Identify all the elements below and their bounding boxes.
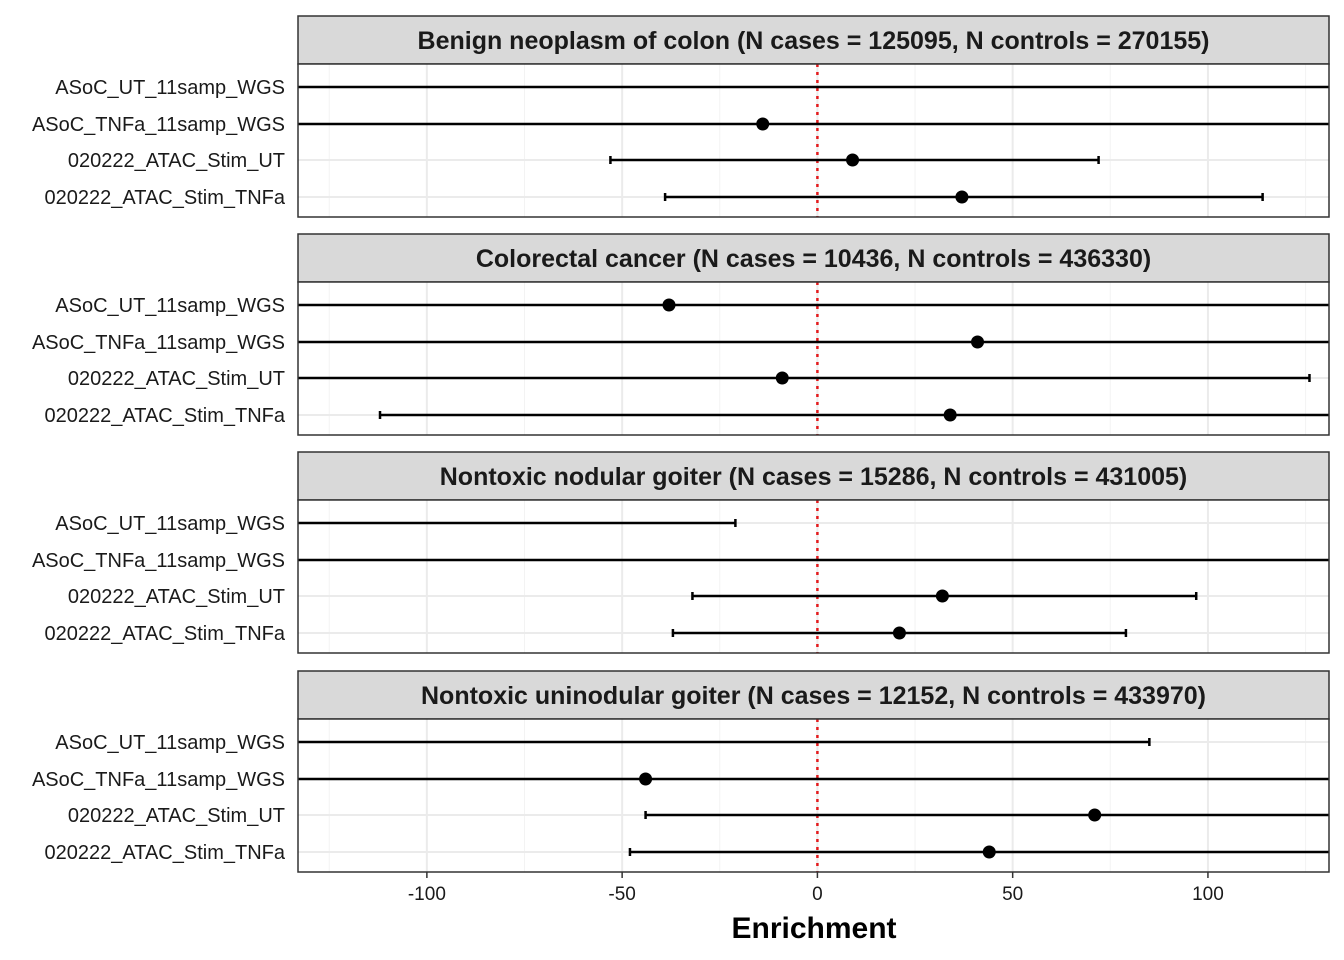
row-label: 020222_ATAC_Stim_UT xyxy=(68,368,285,390)
row-label: 020222_ATAC_Stim_UT xyxy=(68,150,285,172)
panel-strip xyxy=(297,15,1330,65)
row-label: ASoC_TNFa_11samp_WGS xyxy=(32,550,285,572)
point-estimate xyxy=(943,408,957,422)
panel-strip xyxy=(297,670,1330,720)
panel-border xyxy=(297,718,1330,873)
panel-border xyxy=(297,499,1330,654)
row-label: 020222_ATAC_Stim_TNFa xyxy=(45,623,286,645)
x-tick-label: 0 xyxy=(812,884,823,905)
x-axis-title: Enrichment xyxy=(731,912,896,945)
panel-1: Benign neoplasm of colon (N cases = 1250… xyxy=(32,15,1330,218)
point-estimate xyxy=(756,117,770,131)
row-label: ASoC_UT_11samp_WGS xyxy=(55,77,285,99)
row-label: ASoC_TNFa_11samp_WGS xyxy=(32,769,285,791)
panel-3: Nontoxic nodular goiter (N cases = 15286… xyxy=(32,451,1330,654)
row-label: ASoC_UT_11samp_WGS xyxy=(55,295,285,317)
point-estimate xyxy=(1088,808,1102,822)
row-label: 020222_ATAC_Stim_TNFa xyxy=(45,842,286,864)
point-estimate xyxy=(982,845,996,859)
panel-title: Nontoxic nodular goiter (N cases = 15286… xyxy=(440,463,1188,491)
x-tick-label: 100 xyxy=(1192,884,1224,905)
panels-layer: Benign neoplasm of colon (N cases = 1250… xyxy=(32,15,1330,873)
point-estimate xyxy=(775,371,789,385)
panel-strip xyxy=(297,451,1330,501)
row-label: 020222_ATAC_Stim_UT xyxy=(68,805,285,827)
row-label: ASoC_TNFa_11samp_WGS xyxy=(32,114,285,136)
row-label: 020222_ATAC_Stim_TNFa xyxy=(45,187,286,209)
panel-title: Nontoxic uninodular goiter (N cases = 12… xyxy=(421,682,1206,710)
panel-background xyxy=(298,282,1329,435)
panel-border xyxy=(297,63,1330,218)
x-tick-label: -50 xyxy=(608,884,635,905)
point-estimate xyxy=(846,153,860,167)
point-estimate xyxy=(662,298,676,312)
point-estimate xyxy=(971,335,985,349)
row-label: ASoC_UT_11samp_WGS xyxy=(55,732,285,754)
x-axis: -100 -50 0 50 100 xyxy=(408,872,1224,905)
point-estimate xyxy=(935,589,949,603)
x-tick-label: 50 xyxy=(1002,884,1023,905)
panel-background xyxy=(298,719,1329,872)
panel-2: Colorectal cancer (N cases = 10436, N co… xyxy=(32,233,1330,436)
row-label: 020222_ATAC_Stim_UT xyxy=(68,586,285,608)
row-label: ASoC_TNFa_11samp_WGS xyxy=(32,332,285,354)
panel-4: Nontoxic uninodular goiter (N cases = 12… xyxy=(32,670,1330,873)
panel-strip xyxy=(297,233,1330,283)
panel-title: Colorectal cancer (N cases = 10436, N co… xyxy=(476,245,1151,273)
panel-title: Benign neoplasm of colon (N cases = 1250… xyxy=(418,27,1210,55)
point-estimate xyxy=(892,626,906,640)
x-tick-label: -100 xyxy=(408,884,446,905)
panel-border xyxy=(297,281,1330,436)
row-label: 020222_ATAC_Stim_TNFa xyxy=(45,405,286,427)
panel-background xyxy=(298,500,1329,653)
row-label: ASoC_UT_11samp_WGS xyxy=(55,513,285,535)
point-estimate xyxy=(639,772,653,786)
panel-background xyxy=(298,64,1329,217)
point-estimate xyxy=(955,190,969,204)
